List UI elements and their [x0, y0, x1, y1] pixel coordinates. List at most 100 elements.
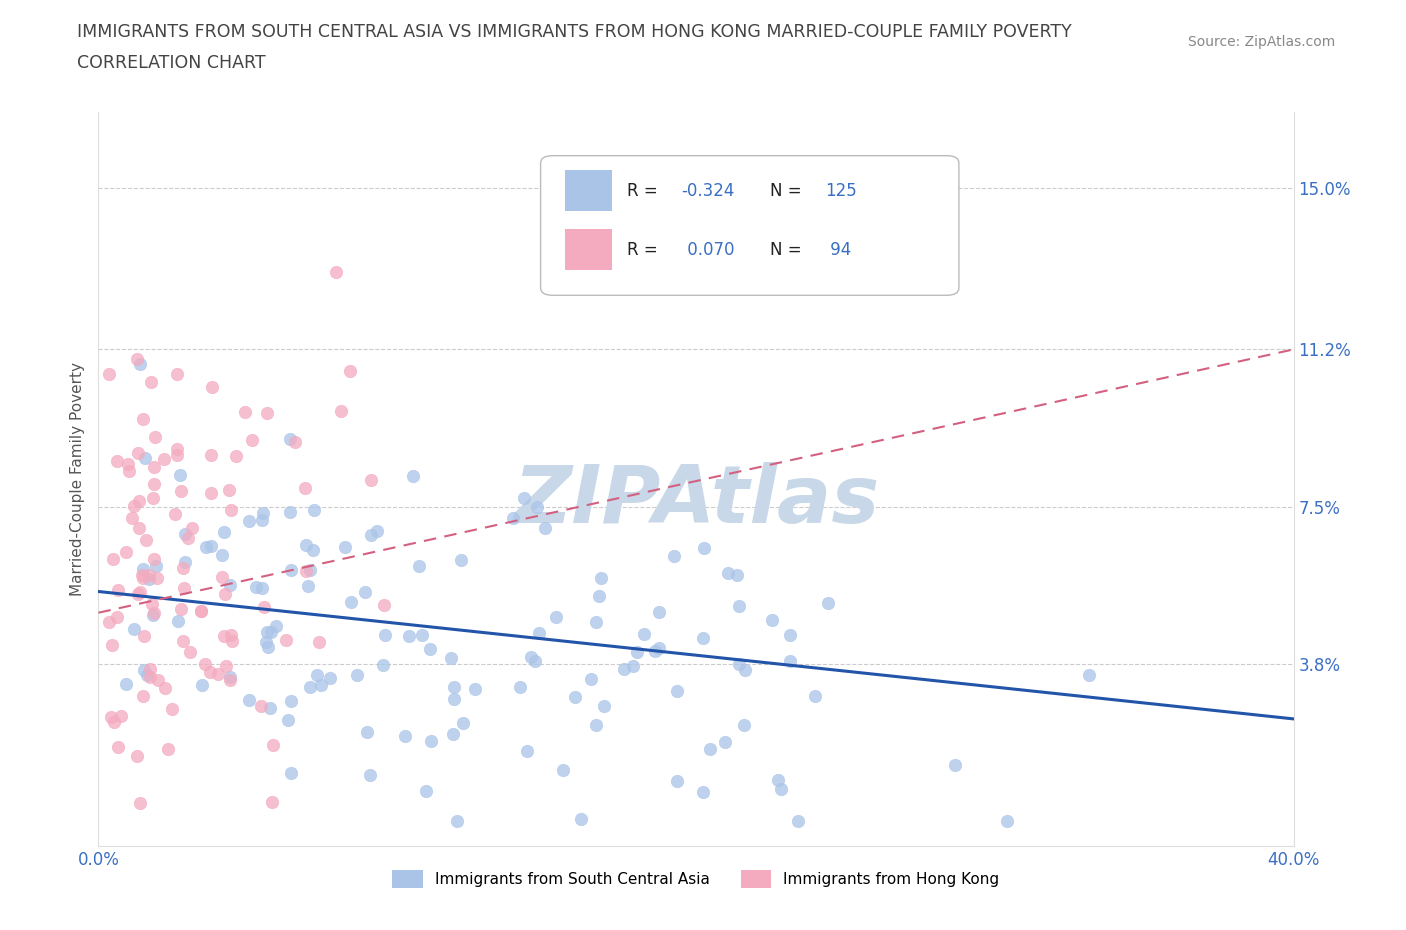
- Point: [134, 629, 156, 644]
- Point: [761, 613, 783, 628]
- Point: [786, 814, 808, 829]
- Point: [122, 498, 145, 513]
- Point: [346, 668, 368, 683]
- Point: [666, 684, 689, 698]
- Point: [373, 597, 395, 612]
- Point: [135, 532, 157, 547]
- Point: [128, 585, 150, 600]
- Point: [160, 702, 183, 717]
- Point: [408, 559, 430, 574]
- Point: [995, 814, 1018, 829]
- Point: [100, 638, 122, 653]
- Point: [804, 689, 827, 704]
- Text: 94: 94: [825, 241, 851, 259]
- Point: [534, 521, 557, 536]
- Point: [551, 763, 574, 777]
- Point: [132, 562, 155, 577]
- Point: [214, 525, 236, 539]
- Point: [134, 451, 156, 466]
- Point: [143, 460, 166, 475]
- Point: [127, 586, 149, 601]
- Text: 125: 125: [825, 182, 856, 200]
- Point: [142, 476, 165, 491]
- Point: [195, 539, 218, 554]
- Point: [280, 765, 302, 780]
- Point: [693, 540, 716, 555]
- Point: [526, 499, 548, 514]
- Point: [734, 663, 756, 678]
- Point: [172, 560, 194, 575]
- Point: [211, 569, 233, 584]
- Point: [117, 457, 139, 472]
- Point: [260, 794, 283, 809]
- Point: [340, 595, 363, 610]
- Point: [252, 505, 274, 520]
- Point: [817, 595, 839, 610]
- Point: [139, 375, 162, 390]
- Point: [295, 564, 318, 578]
- Point: [259, 624, 281, 639]
- Point: [245, 579, 267, 594]
- Point: [138, 669, 160, 684]
- Point: [647, 604, 669, 619]
- Point: [128, 520, 150, 535]
- Point: [592, 698, 614, 713]
- Point: [356, 724, 378, 739]
- Point: [419, 734, 441, 749]
- Point: [142, 490, 165, 505]
- Point: [325, 265, 347, 280]
- Point: [163, 507, 186, 522]
- Point: [588, 589, 610, 604]
- Point: [249, 698, 271, 713]
- Text: ZIPAtlas: ZIPAtlas: [513, 462, 879, 540]
- Point: [569, 812, 592, 827]
- Point: [115, 545, 138, 560]
- Point: [138, 571, 160, 586]
- Point: [153, 452, 176, 467]
- Point: [523, 654, 546, 669]
- Point: [179, 645, 201, 660]
- Point: [699, 741, 721, 756]
- Point: [180, 521, 202, 536]
- Point: [621, 659, 644, 674]
- Point: [225, 448, 247, 463]
- Point: [238, 513, 260, 528]
- Point: [252, 513, 274, 528]
- Point: [132, 412, 155, 427]
- Point: [118, 464, 141, 479]
- Point: [766, 772, 789, 787]
- FancyBboxPatch shape: [565, 170, 613, 211]
- Point: [769, 781, 792, 796]
- Point: [374, 627, 396, 642]
- Point: [262, 737, 284, 752]
- Point: [278, 505, 301, 520]
- Point: [173, 526, 195, 541]
- Point: [579, 672, 602, 687]
- Point: [128, 493, 150, 508]
- Point: [585, 718, 607, 733]
- Point: [398, 629, 420, 644]
- Point: [943, 758, 966, 773]
- Point: [110, 709, 132, 724]
- Point: [238, 693, 260, 708]
- Point: [513, 491, 536, 506]
- Point: [308, 635, 330, 650]
- Point: [221, 633, 243, 648]
- Point: [359, 768, 381, 783]
- Point: [122, 621, 145, 636]
- Point: [307, 667, 329, 682]
- Point: [366, 524, 388, 538]
- Text: N =: N =: [770, 241, 807, 259]
- Point: [714, 735, 737, 750]
- Point: [105, 609, 128, 624]
- Point: [440, 651, 463, 666]
- Point: [280, 563, 302, 578]
- Text: R =: R =: [627, 241, 662, 259]
- Point: [502, 511, 524, 525]
- Point: [235, 405, 257, 419]
- Point: [644, 644, 666, 658]
- Point: [167, 614, 190, 629]
- Point: [173, 555, 195, 570]
- Point: [219, 578, 242, 592]
- Point: [190, 604, 212, 618]
